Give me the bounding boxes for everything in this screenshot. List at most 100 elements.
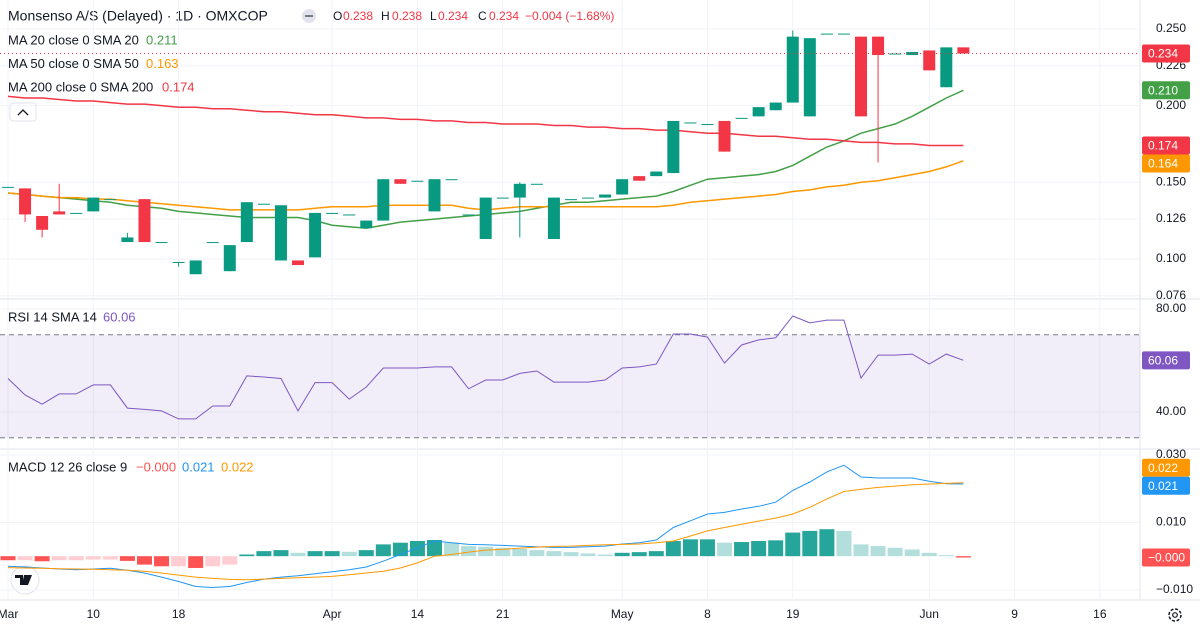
histogram-bar: [34, 556, 50, 562]
candle-body: [820, 33, 833, 35]
candle-body: [19, 188, 32, 215]
ohlc-value: 0.238: [392, 9, 422, 23]
price-badge: [1142, 458, 1190, 477]
collapse-button[interactable]: [9, 102, 37, 122]
price-badge: [1142, 136, 1190, 155]
indicator-value: −0.000: [136, 459, 176, 474]
candle-body: [513, 183, 526, 198]
histogram-bar: [171, 556, 187, 567]
candle-body: [240, 202, 253, 243]
price-change: −0.004 (−1.68%): [525, 9, 614, 23]
price-badge-label: 60.06: [1148, 354, 1178, 368]
histogram-bar: [529, 550, 545, 557]
settings-icon[interactable]: [1168, 608, 1182, 622]
candle-body: [803, 38, 816, 117]
candle-body: [104, 199, 117, 201]
gear-inner: [1172, 612, 1178, 618]
candle-body: [206, 242, 219, 244]
candle-body: [394, 179, 407, 184]
histogram-bar: [819, 529, 835, 557]
ohlc-value: 0.234: [438, 9, 468, 23]
histogram-bar: [580, 553, 596, 557]
indicator-name: RSI 14 SMA 14: [8, 309, 97, 324]
histogram-bar: [631, 552, 647, 557]
macd-line: [7, 464, 964, 589]
indicator-value: 0.021: [182, 459, 215, 474]
indicator-name: MA 50 close 0 SMA 50: [8, 56, 139, 71]
histogram-bar: [563, 552, 579, 557]
histogram-bar: [205, 556, 221, 567]
candle-body: [616, 179, 629, 195]
candle-body: [189, 260, 202, 275]
x-tick-label: 18: [172, 607, 186, 621]
price-badge: [1142, 548, 1190, 567]
histogram-bar: [222, 556, 238, 565]
histogram-bar: [938, 555, 954, 557]
candle-body: [837, 33, 850, 35]
histogram-bar: [648, 551, 664, 557]
candle-body: [667, 120, 680, 174]
background: [0, 0, 1200, 601]
status-icon-bar: [305, 15, 313, 17]
histogram-bar: [0, 556, 16, 561]
candle-body: [155, 242, 168, 244]
histogram-bar: [256, 551, 272, 557]
indicator-name: MACD 12 26 close 9: [8, 459, 127, 474]
y-tick-label: 0.100: [1156, 251, 1186, 265]
candle-body: [172, 261, 185, 263]
candle-body: [718, 120, 731, 152]
y-tick-label: 0.030: [1156, 447, 1186, 461]
y-tick-label: 0.250: [1156, 21, 1186, 35]
logo-mark: [15, 575, 32, 585]
candle-body: [138, 199, 151, 243]
histogram-bar: [904, 549, 920, 557]
histogram-bar: [921, 552, 937, 557]
x-tick-label: 10: [87, 607, 101, 621]
tv-logo[interactable]: [10, 565, 40, 595]
y-tick-label: 0.010: [1156, 515, 1186, 529]
y-tick-label: 0.200: [1156, 98, 1186, 112]
candle-body: [752, 107, 765, 117]
histogram-bar: [444, 542, 460, 557]
histogram-bar: [478, 546, 494, 557]
y-tick-label: 0.076: [1156, 288, 1186, 302]
price-badge-label: 0.210: [1148, 83, 1178, 97]
price-badge: [1142, 81, 1190, 100]
histogram-bar: [273, 550, 289, 557]
histogram-bar: [51, 556, 67, 561]
candle-body: [872, 36, 885, 56]
moving-average-line: [7, 95, 964, 147]
x-tick-label: 9: [1011, 607, 1018, 621]
indicator-name: MA 20 close 0 SMA 20: [8, 32, 139, 47]
price-badge-label: 0.021: [1148, 479, 1178, 493]
histogram-bar: [68, 556, 84, 561]
y-tick-label: 0.150: [1156, 174, 1186, 188]
candle-body: [223, 245, 236, 272]
histogram-bar: [427, 540, 442, 557]
histogram-bar: [154, 556, 170, 567]
indicator-value: 60.06: [103, 309, 136, 324]
candle-body: [889, 53, 902, 55]
signal-line: [7, 482, 964, 581]
histogram-bar: [461, 546, 477, 557]
histogram-bar: [682, 539, 698, 557]
candle-body: [445, 179, 458, 181]
candle-body: [530, 183, 543, 185]
histogram-bar: [853, 544, 869, 557]
chart-title: Monsenso A/S (Delayed) · 1D · OMXCOP: [8, 8, 268, 24]
histogram-bar: [614, 552, 630, 557]
price-badge: [1142, 154, 1190, 173]
x-tick-label: 21: [496, 607, 510, 621]
histogram-bar: [290, 552, 306, 557]
histogram-bar: [85, 556, 101, 560]
candle-body: [684, 122, 697, 124]
candle-body: [326, 212, 339, 214]
histogram-bar: [102, 556, 118, 560]
price-badge: [1142, 476, 1190, 495]
collapse-button-box[interactable]: [9, 102, 37, 122]
candle-body: [411, 180, 424, 182]
histogram-bar: [699, 539, 715, 557]
rsi-line: [7, 315, 964, 420]
candle-body: [769, 102, 782, 111]
